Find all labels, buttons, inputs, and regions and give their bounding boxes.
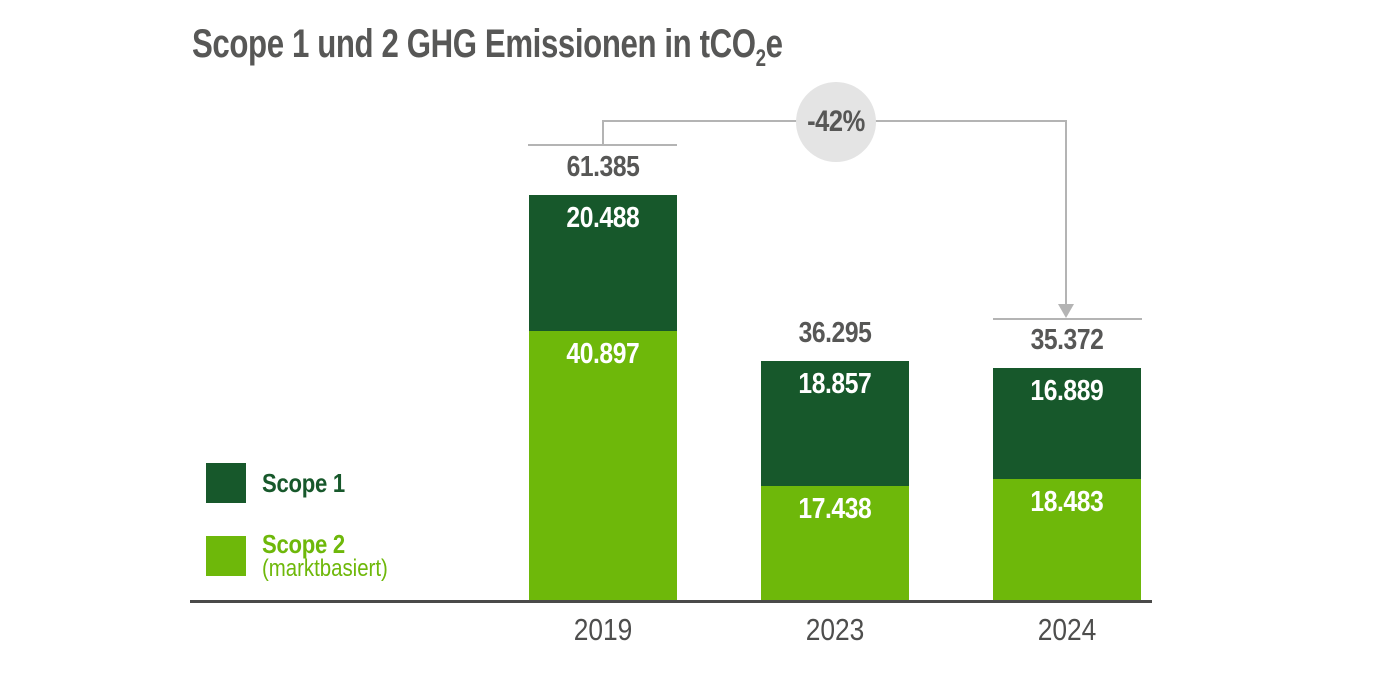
bracket-vertical-line-2024 xyxy=(1065,120,1067,305)
legend-label-scope2-name: Scope 2 xyxy=(262,529,345,559)
bar-total-label-2023: 36.295 xyxy=(798,317,872,350)
bar-2023: 36.295 18.857 17.438 2023 xyxy=(761,317,909,647)
legend-label-scope2: Scope 2 (marktbasiert) xyxy=(262,529,388,582)
x-axis-line xyxy=(190,600,1152,603)
bar-2019-scope1-segment: 20.488 xyxy=(529,195,677,331)
reduction-badge: -42% xyxy=(796,82,876,162)
arrow-down-icon xyxy=(1058,304,1074,318)
bar-2024-scope2-segment: 18.483 xyxy=(993,479,1141,602)
chart-title-subscript: 2 xyxy=(755,45,766,72)
legend-swatch-scope2 xyxy=(206,536,246,576)
bar-2019-scope1-value: 20.488 xyxy=(566,202,640,235)
total-cap-line-2024 xyxy=(993,318,1142,320)
reduction-badge-label: -42% xyxy=(807,105,865,138)
bar-2019: 61.385 20.488 40.897 2019 xyxy=(529,151,677,647)
legend-label-scope1: Scope 1 xyxy=(262,467,345,498)
chart-title-suffix: e xyxy=(765,22,783,66)
bracket-stub-2019 xyxy=(602,120,604,146)
bar-2024-scope2-value: 18.483 xyxy=(1030,486,1104,519)
chart-title-text: Scope 1 und 2 GHG Emissionen in tCO xyxy=(192,22,756,66)
x-axis-label-2023: 2023 xyxy=(805,612,865,647)
bar-2023-scope2-segment: 17.438 xyxy=(761,486,909,602)
bar-2019-scope2-value: 40.897 xyxy=(566,337,640,370)
bar-2024: 35.372 16.889 18.483 2024 xyxy=(993,324,1141,647)
bar-2019-scope2-segment: 40.897 xyxy=(529,330,677,602)
legend-label-scope2-sublabel: (marktbasiert) xyxy=(262,555,388,582)
legend-swatch-scope1 xyxy=(206,463,246,503)
x-axis-label-2019: 2019 xyxy=(573,612,633,647)
bar-2023-scope1-value: 18.857 xyxy=(798,368,872,401)
x-axis-label-2024: 2024 xyxy=(1037,612,1097,647)
bar-2023-scope2-value: 17.438 xyxy=(798,493,872,526)
bar-total-label-2019: 61.385 xyxy=(566,151,640,184)
bar-total-label-2024: 35.372 xyxy=(1030,323,1104,356)
chart-title: Scope 1 und 2 GHG Emissionen in tCO2e xyxy=(192,22,783,71)
bar-2024-scope1-segment: 16.889 xyxy=(993,367,1141,480)
bar-2024-scope1-value: 16.889 xyxy=(1030,374,1104,407)
bar-2023-scope1-segment: 18.857 xyxy=(761,361,909,487)
